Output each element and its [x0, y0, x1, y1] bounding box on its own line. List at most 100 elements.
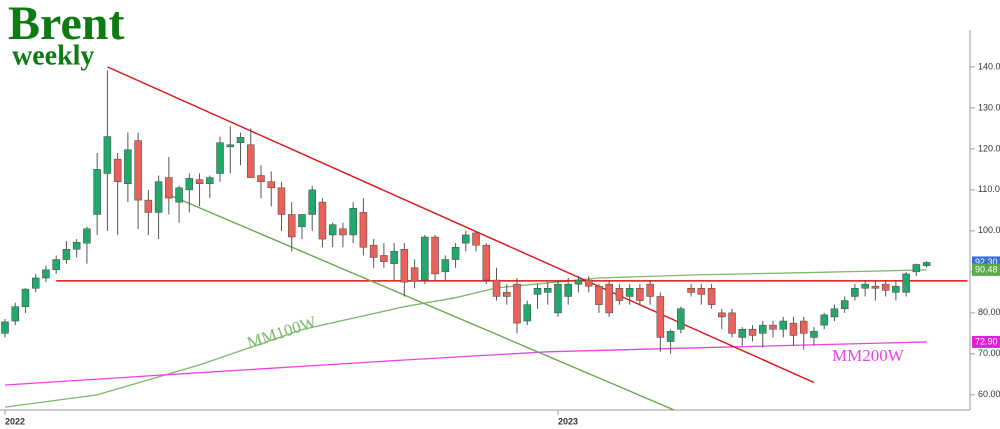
candle-body — [328, 224, 337, 236]
candle-body — [103, 136, 112, 174]
candle-body — [451, 247, 460, 260]
candle-body — [820, 314, 828, 326]
candle-body — [472, 232, 480, 246]
candle-body — [728, 312, 736, 334]
candle-body — [810, 331, 818, 338]
candle-body — [851, 288, 859, 297]
candle-body — [175, 187, 183, 203]
candle-body — [625, 288, 634, 297]
candle-body — [615, 288, 624, 301]
price-label-box — [972, 263, 1000, 276]
y-tick-label: 60.00 — [978, 389, 1000, 399]
candle-body — [349, 208, 357, 236]
y-tick-label: 140.00 — [978, 61, 1000, 71]
y-tick-label: 110.00 — [978, 184, 1000, 194]
candle-body — [113, 158, 122, 182]
candle-body — [605, 283, 613, 314]
candle-body — [195, 179, 204, 184]
candle-body — [718, 312, 726, 318]
candle-body — [257, 175, 265, 182]
candle-body — [492, 279, 501, 297]
candle-body — [666, 331, 675, 342]
candle-body — [748, 328, 757, 336]
candle-body — [421, 236, 429, 281]
candle-body — [134, 140, 142, 201]
candle-body — [380, 255, 388, 262]
candle-body — [226, 144, 235, 148]
candle-body — [410, 267, 419, 282]
candle-body — [574, 279, 583, 285]
candle-body — [799, 320, 808, 334]
candle-body — [503, 292, 511, 297]
chart-title: Brent — [8, 0, 124, 50]
price-label: 90.48 — [975, 264, 998, 274]
candle-body — [400, 249, 409, 283]
candle-body — [462, 234, 470, 244]
candle-body — [52, 259, 60, 271]
candle-body — [236, 137, 245, 143]
x-tick-label: 2022 — [5, 416, 25, 426]
y-tick-label: 70.00 — [978, 348, 1000, 358]
candle-body — [267, 181, 275, 189]
candle-body — [523, 304, 531, 322]
candle-body — [247, 144, 255, 178]
candle-body — [840, 300, 849, 309]
candle-body — [390, 251, 398, 264]
candle-body — [902, 273, 910, 293]
candle-body — [789, 322, 798, 336]
candle-body — [206, 177, 214, 184]
candle-body — [636, 288, 644, 301]
candle-body — [759, 324, 767, 334]
candle-body — [687, 288, 695, 293]
candle-body — [21, 288, 30, 307]
moving-average — [4, 269, 927, 408]
candle-body — [922, 262, 931, 266]
candle-body — [31, 277, 40, 289]
candle-body — [656, 296, 665, 338]
candle-body — [769, 324, 777, 330]
candle-body — [124, 149, 132, 184]
candle-body — [646, 283, 654, 297]
candle-body — [216, 142, 224, 174]
candle-body — [287, 214, 296, 238]
price-label: 92.30 — [975, 257, 998, 267]
candle-body — [298, 214, 306, 228]
candle-body — [513, 283, 521, 324]
candle-body — [185, 178, 194, 191]
price-label-box — [972, 335, 1000, 348]
candle-body — [554, 283, 562, 314]
candle-body — [62, 249, 71, 260]
candle-body — [533, 288, 542, 295]
candle-body — [42, 269, 50, 279]
moving-average — [4, 341, 927, 386]
price-label: 72.90 — [975, 336, 998, 346]
candle-body — [308, 189, 316, 215]
candle-body — [93, 169, 101, 215]
candle-body — [881, 283, 890, 291]
candle-body — [441, 259, 450, 273]
y-tick-label: 100.00 — [978, 225, 1000, 235]
candle-body — [677, 308, 685, 330]
candle-body — [871, 285, 880, 289]
y-tick-label: 120.00 — [978, 143, 1000, 153]
candle-body — [779, 320, 787, 330]
candle-body — [369, 244, 378, 258]
candle-body — [277, 187, 286, 215]
candle-body — [892, 285, 900, 293]
candle-body — [912, 264, 921, 273]
candle-body — [595, 285, 603, 305]
candle-body — [543, 288, 552, 293]
y-tick-label: 80.00 — [978, 307, 1000, 317]
candle-body — [83, 228, 91, 244]
y-tick-label: 130.00 — [978, 102, 1000, 112]
plot-area — [1, 66, 968, 410]
candle-body — [482, 244, 491, 281]
candle-body — [72, 242, 81, 250]
ma-label: MM100W — [245, 312, 320, 353]
candle-body — [359, 212, 368, 248]
candle-body — [707, 288, 716, 305]
candle-body — [431, 236, 439, 275]
chart-subtitle: weekly — [12, 40, 94, 71]
x-tick-label: 2023 — [558, 416, 578, 426]
